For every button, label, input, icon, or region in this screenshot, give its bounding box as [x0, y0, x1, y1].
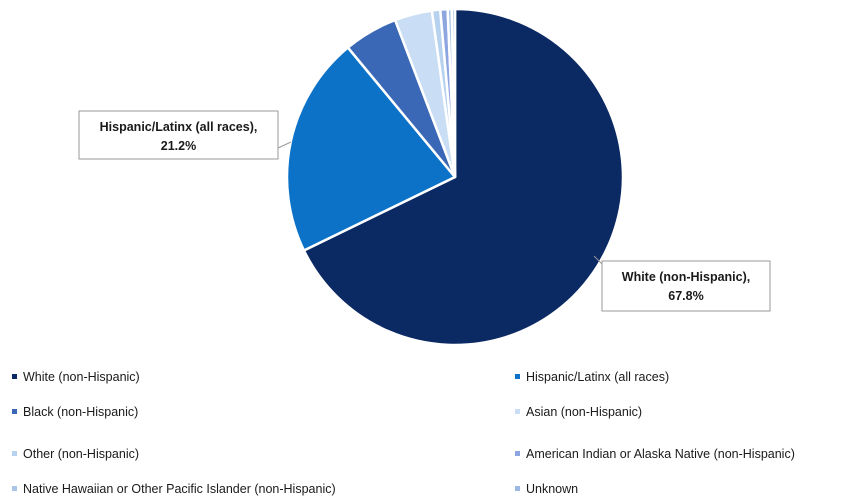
- legend-swatch: [12, 409, 17, 414]
- data-label-text-category: White (non-Hispanic),: [622, 270, 750, 284]
- data-label-hispanic-latinx-all-races: Hispanic/Latinx (all races), 21.2%: [78, 110, 292, 160]
- legend-item-other-non-hispanic: Other (non-Hispanic): [12, 447, 139, 461]
- legend-label: White (non-Hispanic): [23, 370, 140, 384]
- legend-swatch: [12, 374, 17, 379]
- legend: White (non-Hispanic) Hispanic/Latinx (all…: [12, 370, 795, 496]
- legend-item-native-hawaiian-or-other-pacific-islander-non-hispanic: Native Hawaiian or Other Pacific Islande…: [12, 482, 336, 496]
- data-label-text-category: Hispanic/Latinx (all races),: [100, 120, 258, 134]
- data-label-leader-line: [593, 255, 603, 265]
- data-label-text-value: 21.2%: [161, 139, 196, 153]
- legend-swatch: [12, 486, 17, 491]
- data-label-white-non-hispanic: White (non-Hispanic), 67.8%: [593, 255, 771, 312]
- data-label-leader-line: [277, 141, 292, 149]
- pie-slice-hispanic-latinx-all-races: [285, 46, 457, 252]
- data-label-text-value: 67.8%: [668, 289, 703, 303]
- legend-label: Other (non-Hispanic): [23, 447, 139, 461]
- legend-item-american-indian-or-alaska-native-non-hispanic: American Indian or Alaska Native (non-Hi…: [515, 447, 795, 461]
- legend-item-white-non-hispanic: White (non-Hispanic): [12, 370, 140, 384]
- legend-label: Black (non-Hispanic): [23, 405, 138, 419]
- legend-item-unknown: Unknown: [515, 482, 578, 496]
- data-label-callouts: Hispanic/Latinx (all races), 21.2% White (…: [78, 110, 771, 312]
- legend-swatch: [515, 486, 520, 491]
- legend-item-hispanic-latinx-all-races: Hispanic/Latinx (all races): [515, 370, 669, 384]
- legend-swatch: [515, 409, 520, 414]
- legend-label: Native Hawaiian or Other Pacific Islande…: [23, 482, 336, 496]
- data-label-box: [78, 110, 279, 160]
- legend-swatch: [515, 451, 520, 456]
- legend-label: Unknown: [526, 482, 578, 496]
- legend-item-black-non-hispanic: Black (non-Hispanic): [12, 405, 138, 419]
- legend-item-asian-non-hispanic: Asian (non-Hispanic): [515, 405, 642, 419]
- pie-slice-white-non-hispanic: [302, 7, 625, 347]
- pie-slices: [285, 7, 625, 347]
- legend-label: American Indian or Alaska Native (non-Hi…: [526, 447, 795, 461]
- legend-swatch: [515, 374, 520, 379]
- legend-label: Hispanic/Latinx (all races): [526, 370, 669, 384]
- legend-label: Asian (non-Hispanic): [526, 405, 642, 419]
- legend-swatch: [12, 451, 17, 456]
- data-label-box: [601, 260, 771, 312]
- pie-slice-unknown: [450, 7, 457, 179]
